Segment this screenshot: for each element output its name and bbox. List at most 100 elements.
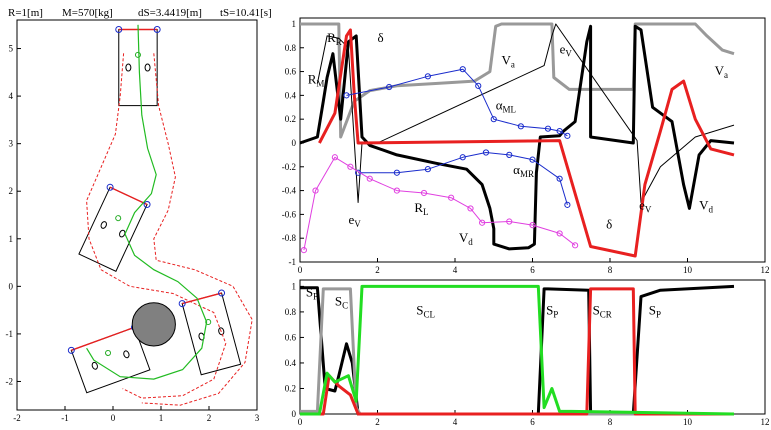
annotation-label: Vd [459, 230, 473, 247]
annotation-label: SC [335, 294, 348, 311]
series-line [300, 287, 734, 416]
center-marker [115, 215, 122, 222]
annotation-sub: V [565, 49, 572, 59]
x-tick-label: 2 [375, 417, 380, 427]
annotation-label: Va [715, 63, 728, 80]
annotation-main: e [348, 212, 354, 227]
y-tick-label: -0.4 [282, 186, 297, 196]
annotation-label: SP [306, 285, 318, 302]
x-tick-label: 4 [453, 265, 458, 275]
wheel-marker [178, 300, 186, 308]
annotation-sub: L [423, 207, 429, 217]
series-point [467, 205, 474, 212]
y-tick-label: 0.2 [285, 114, 296, 124]
wheel [119, 229, 126, 238]
annotation-label: eV [348, 212, 361, 229]
series-point [572, 242, 579, 249]
annotation-main: α [496, 98, 503, 113]
annotation-main: e [639, 198, 645, 213]
annotation-label: RR [327, 30, 342, 47]
series-point [556, 175, 563, 182]
annotation-main: S [546, 302, 553, 317]
y-tick-label: -2 [6, 376, 14, 386]
y-tick-label: 1 [292, 19, 297, 29]
y-tick-label: -0.8 [282, 233, 297, 243]
series-point [420, 189, 428, 197]
series-line [300, 284, 735, 416]
x-tick-label: 12 [761, 417, 770, 427]
y-tick-label: 0 [292, 138, 297, 148]
annotation-main: V [459, 230, 469, 245]
y-tick-label: 5 [9, 44, 14, 54]
series-point [475, 82, 482, 89]
annotation-sub: M [316, 78, 324, 88]
y-tick-label: 2 [9, 186, 14, 196]
body-front [71, 326, 135, 351]
annotation-main: V [502, 52, 512, 67]
header-m: M=570[kg] [62, 7, 113, 19]
annotation-sub: V [354, 219, 361, 229]
annotation-label: SCR [593, 302, 612, 319]
annotation-label: αMR [513, 162, 534, 179]
series-point [556, 230, 563, 237]
y-tick-label: 0.8 [285, 43, 297, 53]
wheel-marker [106, 183, 114, 191]
series-point [424, 166, 431, 173]
robot-body [178, 289, 242, 376]
x-tick-label: 4 [453, 417, 458, 427]
y-tick-label: 0.4 [285, 90, 297, 100]
annotation-main: δ [378, 30, 384, 45]
wheel [91, 361, 98, 370]
series-line [346, 68, 568, 137]
annotation-main: R [327, 30, 336, 45]
wheel-marker [115, 26, 123, 34]
center-marker [205, 319, 212, 326]
wheel-marker [153, 26, 161, 34]
y-tick-label: 0 [292, 409, 297, 419]
robot-body [78, 183, 151, 272]
annotation-main: α [513, 162, 520, 177]
annotation-main: S [306, 285, 313, 300]
y-tick-label: -1 [6, 329, 14, 339]
series-point [506, 218, 513, 225]
series-line [358, 152, 568, 206]
header-ts: tS=10.41[s] [220, 7, 272, 19]
wheel-marker [218, 289, 226, 297]
annotation-label: Va [502, 52, 515, 69]
annotation-sub: V [645, 205, 652, 215]
annotation-sub: P [553, 309, 558, 319]
annotation-main: R [308, 71, 317, 86]
x-tick-label: 10 [683, 265, 693, 275]
y-tick-label: 0.2 [285, 383, 296, 393]
annotation-main: S [593, 302, 600, 317]
series-line [318, 28, 735, 258]
x-tick-label: -2 [13, 413, 21, 423]
body-front [181, 292, 222, 305]
annotation-label: αML [496, 98, 516, 115]
y-tick-label: 1 [292, 281, 297, 291]
annotation-sub: P [656, 309, 661, 319]
header: R=1[m] M=570[kg] dS=3.4419[m] tS=10.41[s… [8, 7, 272, 19]
annotation-main: R [414, 200, 423, 215]
x-tick-label: 2 [375, 265, 380, 275]
y-tick-label: 4 [9, 91, 14, 101]
annotation-sub: ML [503, 105, 517, 115]
header-r: R=1[m] [8, 7, 43, 19]
series-point [482, 149, 490, 156]
series-line [300, 287, 734, 416]
series-point [517, 123, 524, 130]
annotation-main: S [416, 302, 423, 317]
wheel-marker [143, 200, 151, 208]
annotation-label: Vd [699, 198, 713, 215]
x-tick-label: 3 [255, 413, 260, 423]
annotation-sub: d [468, 237, 473, 247]
annotation-label: eV [560, 42, 573, 59]
annotation-main: V [715, 63, 725, 78]
x-tick-label: 6 [530, 265, 535, 275]
y-tick-label: 0.6 [285, 332, 297, 342]
wheel [100, 221, 107, 229]
body-front [109, 186, 148, 206]
x-tick-label: 2 [207, 413, 212, 423]
series-point [490, 116, 497, 123]
